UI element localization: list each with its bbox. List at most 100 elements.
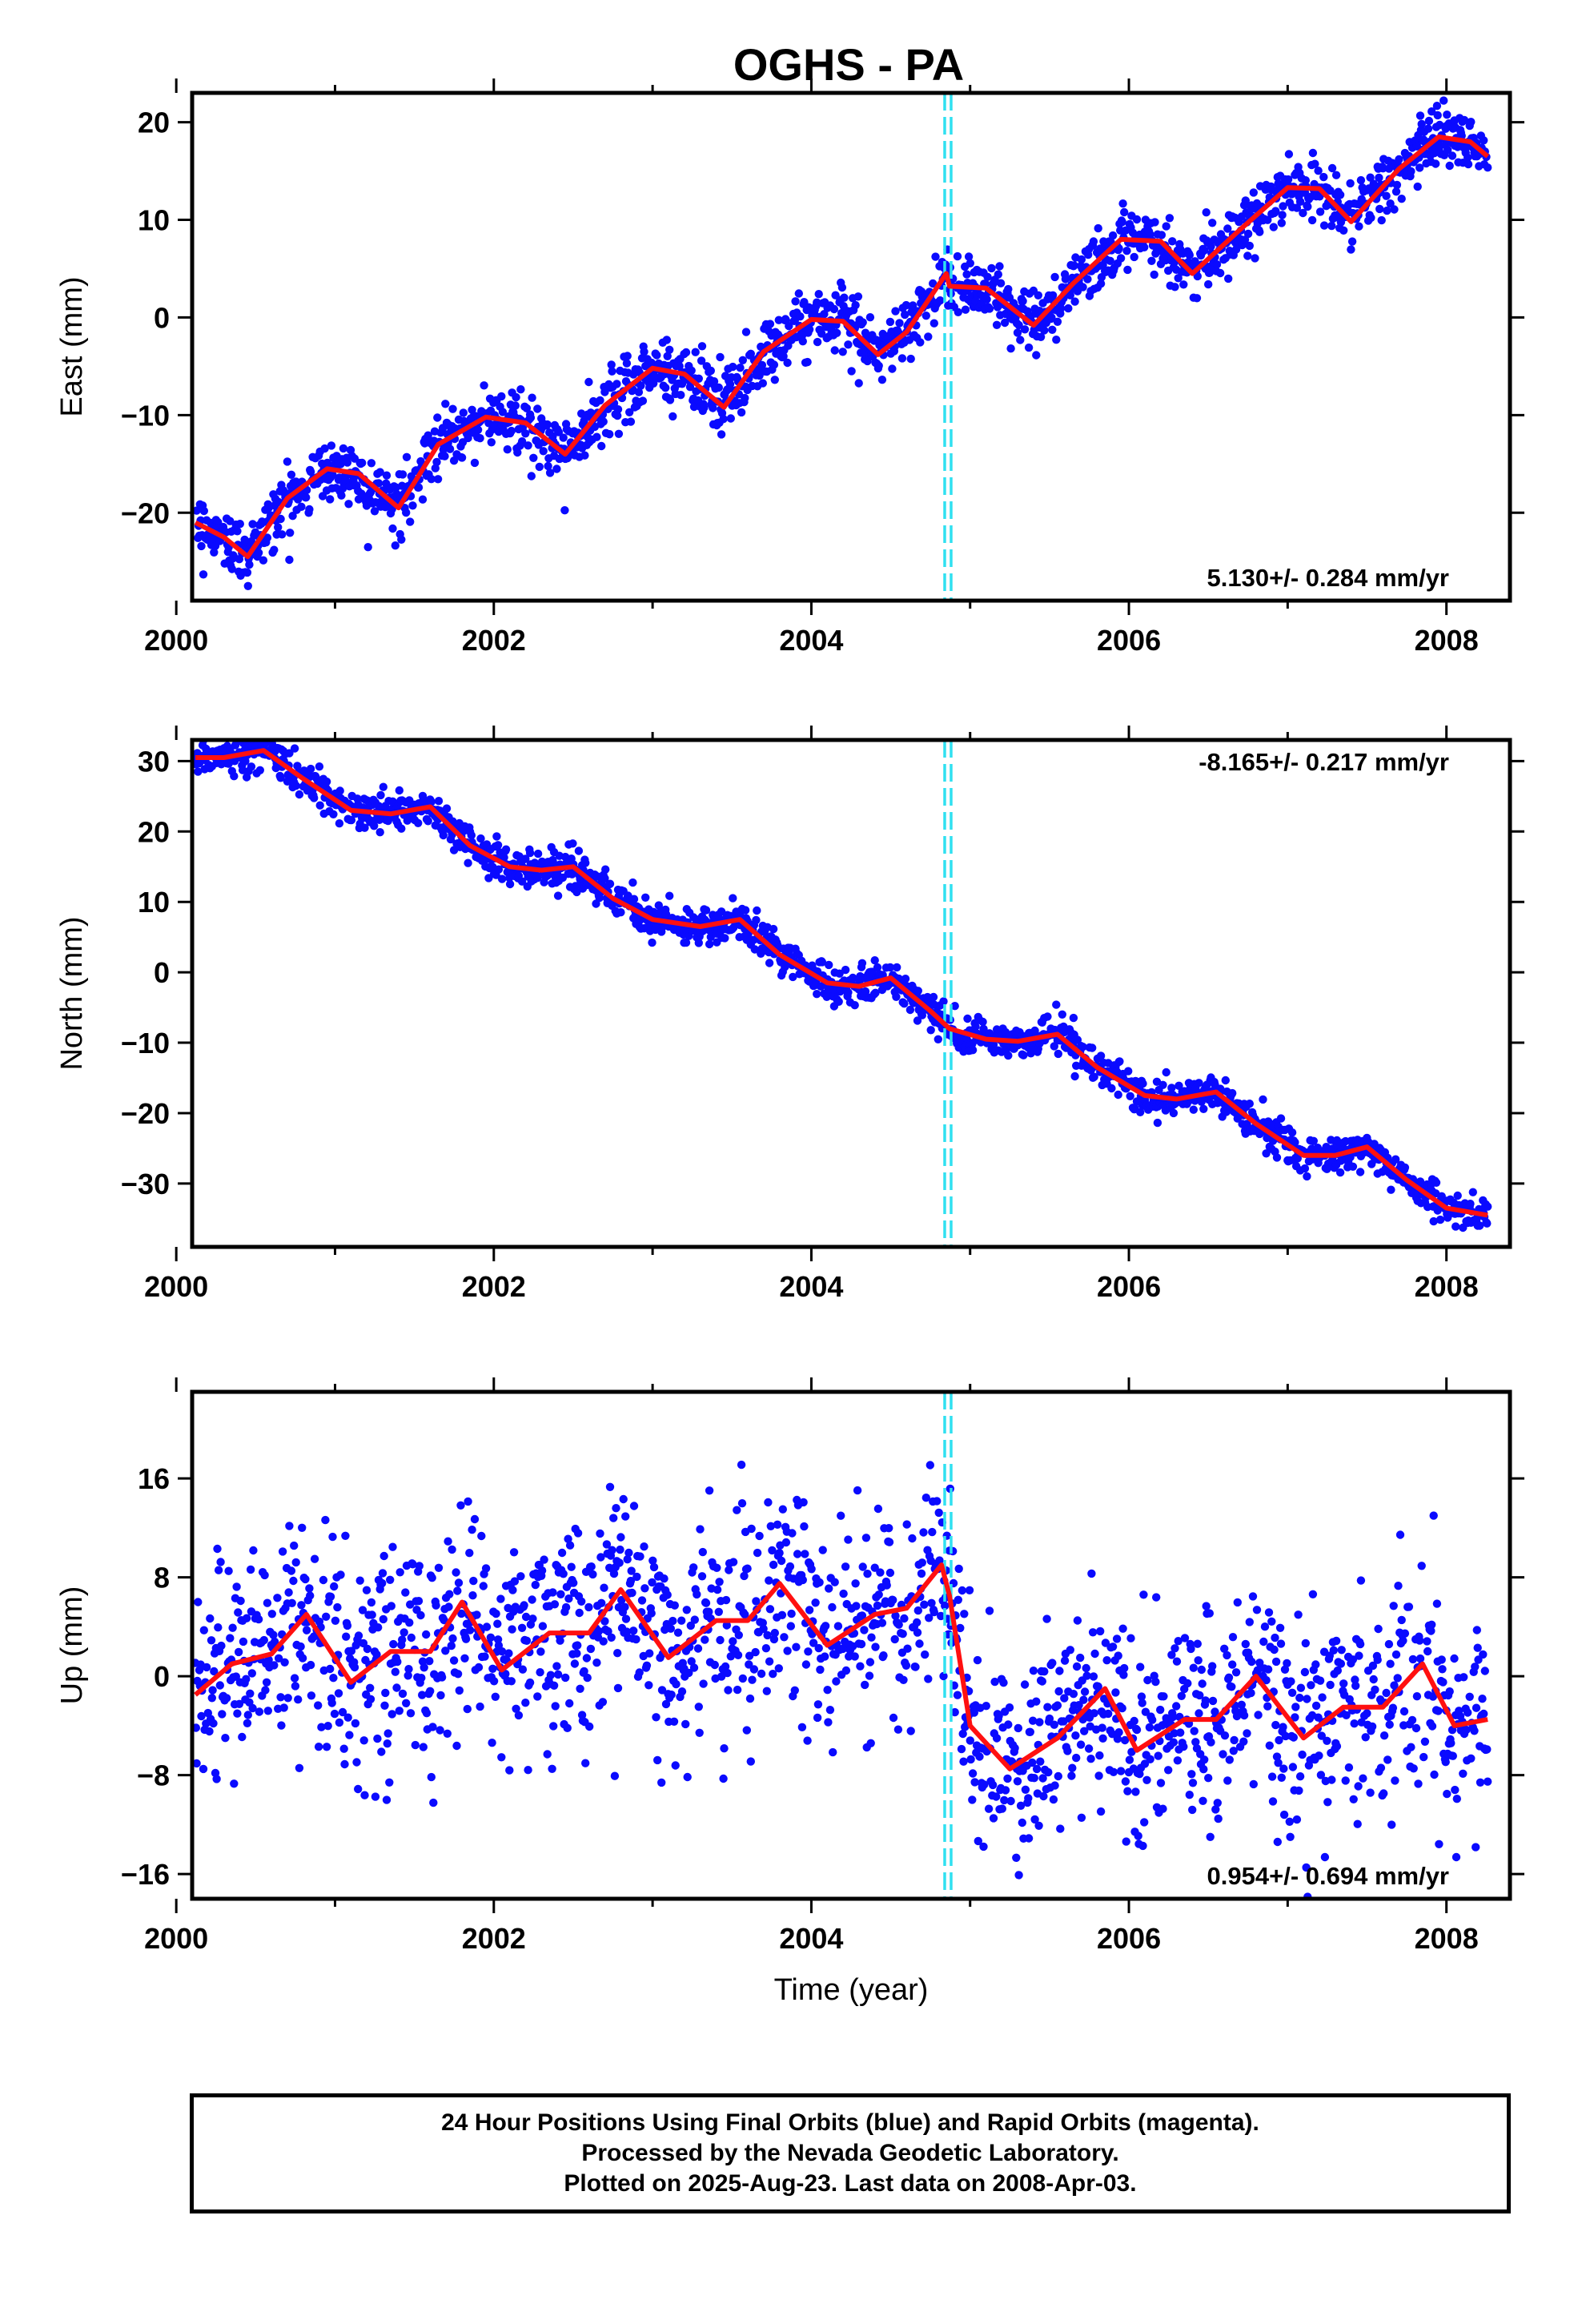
data-point bbox=[528, 1614, 537, 1623]
data-point bbox=[314, 1743, 323, 1751]
data-point bbox=[1223, 1651, 1231, 1660]
data-point bbox=[1016, 1801, 1026, 1810]
data-point bbox=[592, 432, 601, 441]
data-point bbox=[358, 458, 367, 468]
data-point bbox=[289, 1576, 298, 1586]
data-point bbox=[600, 1583, 608, 1592]
data-point bbox=[975, 1752, 984, 1761]
data-point bbox=[1088, 1628, 1098, 1637]
data-point bbox=[426, 1687, 435, 1695]
data-point bbox=[261, 1686, 270, 1695]
data-point bbox=[1169, 1108, 1178, 1118]
data-point bbox=[861, 1680, 869, 1690]
data-point bbox=[278, 1547, 287, 1556]
data-point bbox=[629, 1626, 638, 1635]
data-point bbox=[217, 1641, 226, 1651]
data-point bbox=[600, 874, 609, 883]
data-point bbox=[1070, 1072, 1079, 1081]
data-point bbox=[464, 1497, 472, 1506]
data-point bbox=[1066, 291, 1075, 300]
data-point bbox=[1267, 1617, 1276, 1626]
data-point bbox=[402, 1699, 411, 1707]
data-point bbox=[1427, 107, 1436, 116]
data-point bbox=[228, 1623, 237, 1632]
data-point bbox=[568, 839, 577, 848]
data-point bbox=[635, 1668, 644, 1677]
data-point bbox=[1214, 1814, 1223, 1823]
data-point bbox=[233, 1709, 242, 1718]
x-tick-label: 2002 bbox=[462, 624, 526, 657]
data-point bbox=[1366, 173, 1375, 182]
data-point bbox=[640, 1542, 648, 1551]
data-point bbox=[623, 1555, 632, 1564]
data-point bbox=[543, 420, 552, 429]
data-point bbox=[1156, 1779, 1166, 1787]
data-point bbox=[497, 392, 506, 401]
data-point bbox=[853, 1486, 862, 1495]
data-point bbox=[1016, 336, 1025, 344]
data-point bbox=[339, 444, 348, 453]
x-tick-label: 2006 bbox=[1097, 1270, 1161, 1303]
data-point bbox=[1114, 1728, 1123, 1737]
data-point bbox=[416, 1610, 425, 1620]
data-point bbox=[1165, 214, 1174, 223]
data-point bbox=[1102, 1656, 1111, 1665]
data-point bbox=[388, 524, 397, 533]
data-point bbox=[636, 1552, 644, 1561]
data-point bbox=[322, 1743, 331, 1751]
data-point bbox=[765, 1605, 775, 1614]
data-point bbox=[745, 1694, 755, 1703]
data-point bbox=[427, 798, 436, 806]
data-point bbox=[397, 535, 406, 544]
data-point bbox=[816, 1665, 825, 1675]
data-point bbox=[497, 1647, 507, 1656]
data-point bbox=[1154, 1751, 1162, 1760]
data-point bbox=[717, 1672, 726, 1681]
up-points bbox=[192, 1460, 1492, 1899]
data-point bbox=[398, 470, 408, 479]
data-point bbox=[333, 1602, 342, 1612]
data-point bbox=[989, 1040, 998, 1049]
data-point bbox=[1056, 1824, 1065, 1833]
data-point bbox=[1263, 1665, 1273, 1674]
data-point bbox=[326, 495, 335, 504]
data-point bbox=[1114, 1651, 1122, 1660]
data-point bbox=[354, 1784, 363, 1794]
data-point bbox=[599, 1637, 608, 1646]
data-point bbox=[1193, 271, 1203, 281]
data-point bbox=[774, 1664, 783, 1673]
data-point bbox=[1387, 1185, 1395, 1194]
data-point bbox=[930, 319, 939, 328]
data-point bbox=[248, 520, 257, 529]
data-point bbox=[1088, 1043, 1097, 1052]
data-point bbox=[492, 832, 501, 841]
data-point bbox=[699, 1679, 708, 1688]
data-point bbox=[1445, 161, 1454, 171]
data-point bbox=[667, 1691, 676, 1699]
data-point bbox=[533, 404, 542, 413]
data-point bbox=[563, 1723, 572, 1732]
data-point bbox=[607, 360, 616, 369]
data-point bbox=[549, 1722, 558, 1731]
data-point bbox=[1070, 297, 1079, 306]
x-tick-label: 2006 bbox=[1097, 624, 1161, 657]
data-point bbox=[1140, 243, 1149, 251]
data-point bbox=[411, 1740, 420, 1750]
data-point bbox=[737, 1499, 747, 1508]
data-point bbox=[612, 380, 621, 388]
data-point bbox=[533, 1692, 542, 1701]
data-point bbox=[427, 475, 436, 484]
data-point bbox=[330, 1582, 339, 1591]
data-point bbox=[905, 1005, 915, 1015]
data-point bbox=[545, 468, 555, 477]
data-point bbox=[497, 875, 507, 883]
data-point bbox=[1090, 1649, 1099, 1659]
data-point bbox=[449, 456, 459, 465]
data-point bbox=[444, 1537, 452, 1546]
data-point bbox=[382, 1795, 391, 1804]
data-point bbox=[489, 1677, 499, 1686]
data-point bbox=[1239, 1711, 1249, 1720]
data-point bbox=[1276, 1114, 1286, 1123]
data-point bbox=[1424, 116, 1434, 126]
data-point bbox=[871, 988, 880, 998]
